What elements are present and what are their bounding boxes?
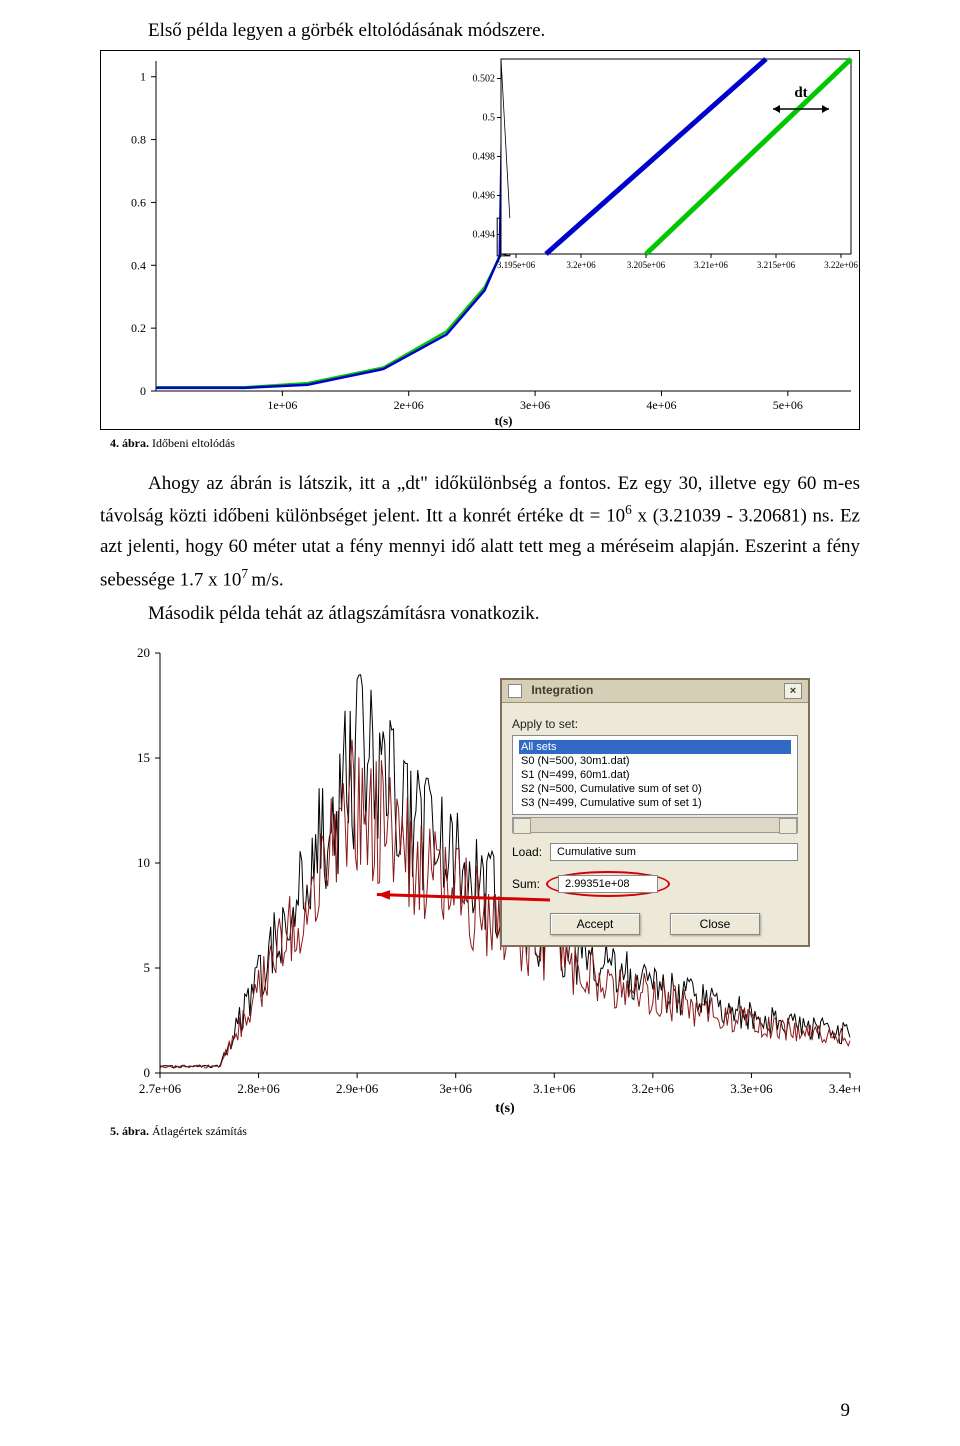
accept-button[interactable]: Accept: [550, 913, 640, 935]
dialog-titlebar[interactable]: Integration ×: [502, 680, 808, 703]
svg-text:3e+06: 3e+06: [520, 398, 550, 412]
svg-text:4e+06: 4e+06: [646, 398, 676, 412]
body-paragraph-2: Második példa tehát az átlagszámításra v…: [100, 599, 860, 629]
sum-label: Sum:: [512, 877, 540, 891]
svg-text:0: 0: [140, 384, 146, 398]
figure-4-caption: 4. ábra. Időbeni eltolódás: [110, 436, 860, 451]
svg-text:1: 1: [140, 70, 146, 84]
svg-text:dt: dt: [794, 85, 807, 101]
svg-text:t(s): t(s): [494, 413, 512, 428]
svg-text:3.1e+06: 3.1e+06: [533, 1081, 576, 1096]
svg-text:0: 0: [144, 1065, 151, 1080]
para1-c: m/s.: [251, 569, 283, 590]
svg-text:3.195e+06: 3.195e+06: [497, 260, 536, 270]
svg-text:5e+06: 5e+06: [773, 398, 803, 412]
svg-text:2e+06: 2e+06: [394, 398, 424, 412]
svg-text:0.494: 0.494: [473, 230, 496, 241]
svg-text:2.7e+06: 2.7e+06: [139, 1081, 182, 1096]
sum-value-field[interactable]: 2.99351e+08: [558, 875, 658, 893]
svg-text:3e+06: 3e+06: [439, 1081, 472, 1096]
figure-5-caption-text: Átlagértek számítás: [152, 1124, 247, 1138]
load-combobox[interactable]: Cumulative sum: [550, 843, 798, 861]
dialog-body: Apply to set: All setsS0 (N=500, 30m1.da…: [502, 703, 808, 945]
set-list-item[interactable]: S3 (N=499, Cumulative sum of set 1): [519, 796, 791, 810]
close-button[interactable]: Close: [670, 913, 760, 935]
svg-text:15: 15: [137, 750, 150, 765]
svg-text:3.3e+06: 3.3e+06: [730, 1081, 773, 1096]
svg-text:3.21e+06: 3.21e+06: [694, 260, 728, 270]
figure-5-label: 5. ábra.: [110, 1124, 149, 1138]
svg-text:1e+06: 1e+06: [267, 398, 297, 412]
svg-text:2.8e+06: 2.8e+06: [237, 1081, 280, 1096]
svg-text:3.215e+06: 3.215e+06: [757, 260, 796, 270]
listbox-hscrollbar[interactable]: [512, 817, 798, 833]
intro-sentence: Első példa legyen a görbék eltolódásának…: [100, 20, 860, 42]
svg-text:0.502: 0.502: [473, 74, 496, 85]
figure-5-caption: 5. ábra. Átlagértek számítás: [110, 1124, 860, 1139]
svg-text:0.5: 0.5: [483, 113, 496, 124]
svg-text:0.498: 0.498: [473, 152, 496, 163]
svg-text:0.8: 0.8: [131, 133, 146, 147]
svg-text:3.2e+06: 3.2e+06: [632, 1081, 675, 1096]
close-icon[interactable]: ×: [784, 683, 802, 699]
svg-text:2.9e+06: 2.9e+06: [336, 1081, 379, 1096]
svg-text:5: 5: [144, 960, 151, 975]
sum-highlight-oval: 2.99351e+08: [546, 871, 670, 897]
svg-text:0.496: 0.496: [473, 191, 496, 202]
set-listbox[interactable]: All setsS0 (N=500, 30m1.dat)S1 (N=499, 6…: [512, 735, 798, 815]
figure-5-chart: 0 5 10 15 20 2.7e+06 2.8e+06 2.9e+06 3e+06 3.1e+0…: [100, 638, 860, 1118]
figure-4-caption-text: Időbeni eltolódás: [152, 436, 235, 450]
integration-dialog: Integration × Apply to set: All setsS0 (…: [500, 678, 810, 947]
svg-text:10: 10: [137, 855, 150, 870]
load-label: Load:: [512, 845, 542, 859]
apply-to-set-label: Apply to set:: [512, 717, 798, 731]
figure-4-chart: 0 0.2 0.4 0.6 0.8 1 1e+06 2e+06 3e+06 4e+06 5e+06 t…: [100, 50, 860, 430]
page-number: 9: [841, 1400, 851, 1422]
svg-text:0.4: 0.4: [131, 258, 146, 272]
set-list-item[interactable]: All sets: [519, 740, 791, 754]
set-list-item[interactable]: S2 (N=500, Cumulative sum of set 0): [519, 782, 791, 796]
set-list-item[interactable]: S1 (N=499, 60m1.dat): [519, 768, 791, 782]
svg-text:3.2e+06: 3.2e+06: [566, 260, 596, 270]
svg-text:0.6: 0.6: [131, 195, 146, 209]
dialog-title-text: Integration: [531, 683, 593, 697]
svg-text:3.22e+06: 3.22e+06: [824, 260, 858, 270]
svg-text:3.205e+06: 3.205e+06: [627, 260, 666, 270]
figure-4-svg: 0 0.2 0.4 0.6 0.8 1 1e+06 2e+06 3e+06 4e+06 5e+06 t…: [101, 51, 861, 431]
para1-exp2: 7: [241, 566, 251, 581]
svg-text:t(s): t(s): [495, 1101, 515, 1116]
dialog-app-icon: [508, 684, 522, 698]
svg-text:3.4e+06: 3.4e+06: [829, 1081, 860, 1096]
para1-exp1: 6: [625, 502, 632, 517]
svg-text:20: 20: [137, 645, 150, 660]
set-list-item[interactable]: S0 (N=500, 30m1.dat): [519, 754, 791, 768]
svg-text:0.2: 0.2: [131, 321, 146, 335]
figure-4-label: 4. ábra.: [110, 436, 149, 450]
body-paragraph-1: Ahogy az ábrán is látszik, itt a „dt" id…: [100, 469, 860, 595]
